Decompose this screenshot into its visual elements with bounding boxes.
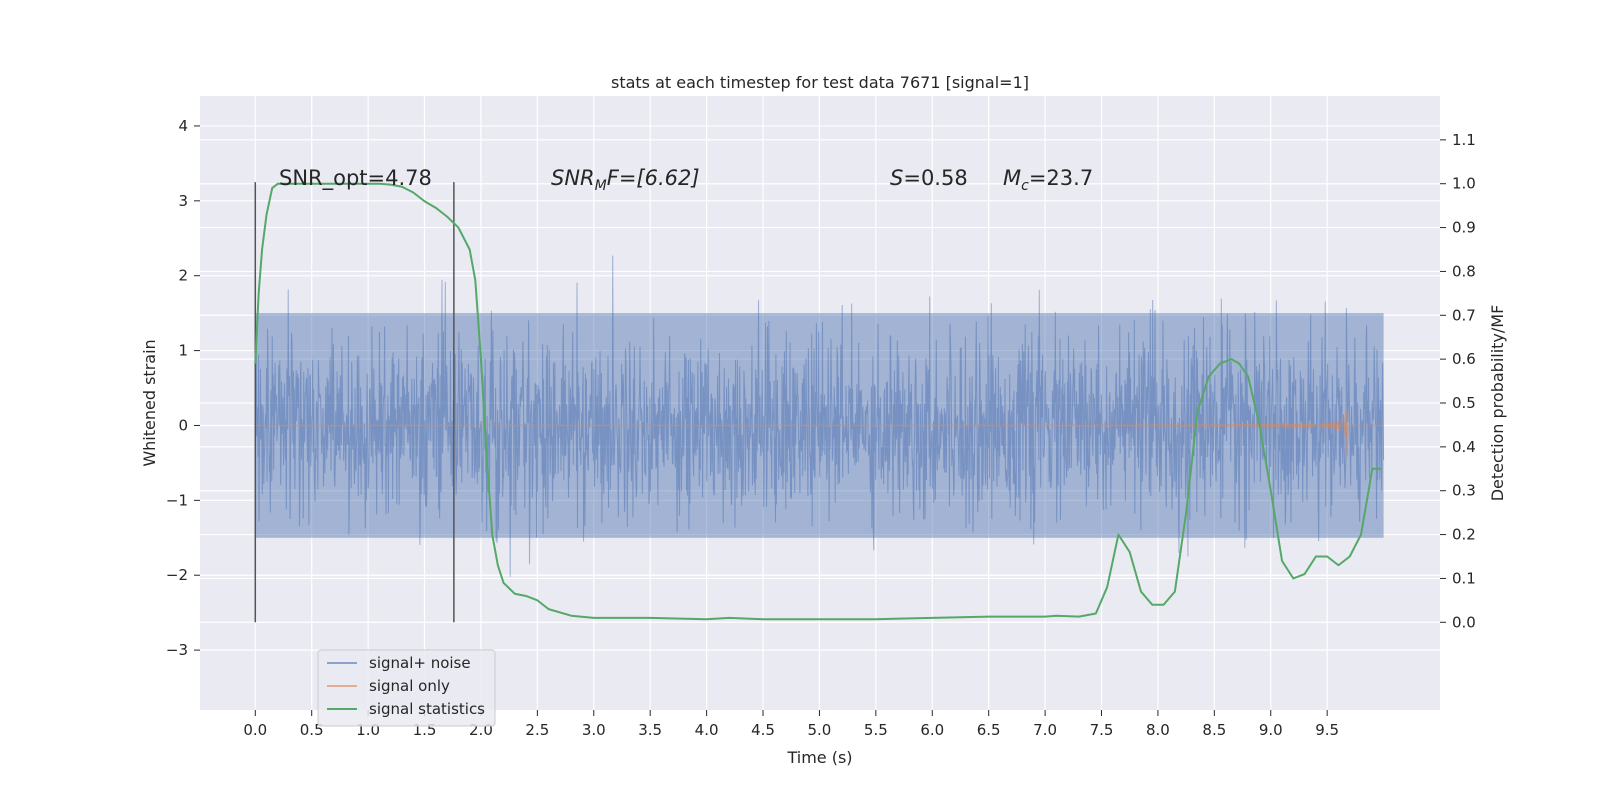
x-axis-label: Time (s) (786, 748, 852, 767)
y-right-tick-label: 0.2 (1452, 526, 1476, 544)
legend-label-signal-statistics: signal statistics (369, 700, 485, 718)
y-left-tick-label: −3 (166, 641, 188, 659)
annotation-s-rest: =0.58 (903, 166, 967, 190)
legend-box (317, 649, 496, 727)
legend-label-signal-noise: signal+ noise (369, 654, 471, 672)
y-right-tick-label: 0.6 (1452, 350, 1476, 368)
y-left-tick-label: 4 (178, 117, 188, 135)
x-tick-label: 7.0 (1033, 721, 1057, 739)
annotation-mc-rest: =23.7 (1029, 166, 1093, 190)
y-left-tick-label: 1 (178, 342, 188, 360)
y-right-tick-label: 1.1 (1452, 131, 1476, 149)
annotation-snr-opt: SNR_opt=4.78 (279, 166, 432, 191)
x-tick-label: 0.5 (300, 721, 324, 739)
legend: signal+ noise signal only signal statist… (317, 649, 496, 727)
annotation-snr-mf-sub: M (595, 178, 607, 194)
series-signal-statistics (254, 182, 1382, 621)
x-tick-label: 8.5 (1202, 721, 1226, 739)
x-tick-label: 6.0 (920, 721, 944, 739)
y-right-tick-label: 0.7 (1452, 306, 1476, 324)
y-left-tick-label: 3 (178, 192, 188, 210)
y-left-tick-label: 2 (178, 267, 188, 285)
x-tick-label: 3.0 (582, 721, 606, 739)
y-right-tick-label: 0.3 (1452, 482, 1476, 500)
y-left-tick-label: 0 (178, 416, 188, 434)
x-tick-label: 9.0 (1259, 721, 1283, 739)
x-tick-label: 0.0 (243, 721, 267, 739)
annotation-mc-sub: c (1021, 178, 1029, 194)
x-tick-label: 9.5 (1315, 721, 1339, 739)
annotation-mc-name: M (1003, 166, 1021, 190)
x-tick-label: 4.0 (695, 721, 719, 739)
annotation-snr-mf-name: SNR (551, 166, 595, 190)
x-tick-label: 2.5 (525, 721, 549, 739)
annotation-s-name: S (890, 166, 903, 190)
y-left-tick-labels: 4 3 2 1 0 −1 −2 −3 (166, 117, 200, 659)
x-tick-label: 3.5 (638, 721, 662, 739)
x-tick-label: 5.5 (864, 721, 888, 739)
x-tick-label: 8.0 (1146, 721, 1170, 739)
y-left-tick-label: −2 (166, 566, 188, 584)
y-right-axis-label: Detection probability/MF (1488, 305, 1507, 502)
y-right-tick-labels: 1.1 1.0 0.9 0.8 0.7 0.6 0.5 0.4 0.3 0.2 0.1 0.0 (1440, 131, 1476, 631)
y-left-tick-label: −1 (166, 491, 188, 509)
x-tick-label: 4.5 (751, 721, 775, 739)
x-tick-label: 5.0 (808, 721, 832, 739)
annotation-snr-mf-rest: F=[6.62] (607, 166, 700, 190)
y-right-tick-label: 0.4 (1452, 438, 1476, 456)
y-right-tick-label: 0.5 (1452, 394, 1476, 412)
y-right-tick-label: 0.9 (1452, 219, 1476, 237)
x-tick-label: 7.5 (1090, 721, 1114, 739)
x-tick-labels: 0.0 0.5 1.0 1.5 2.0 2.5 3.0 3.5 4.0 4.5 5.0 5.5 6.0 6… (243, 710, 1339, 739)
y-left-axis-label: Whitened strain (140, 339, 159, 466)
vertical-markers (254, 182, 455, 623)
x-tick-label: 6.5 (977, 721, 1001, 739)
y-right-tick-label: 0.1 (1452, 569, 1476, 587)
legend-label-signal-only: signal only (369, 677, 450, 695)
annotation-mc: Mc=23.7 (1003, 166, 1093, 194)
signal-statistics-line (254, 182, 1382, 621)
y-right-tick-label: 0.0 (1452, 613, 1476, 631)
annotation-snr-mf: SNRMF=[6.62] (551, 166, 700, 194)
y-right-tick-label: 0.8 (1452, 262, 1476, 280)
chart-title: stats at each timestep for test data 767… (611, 73, 1029, 92)
annotation-s: S=0.58 (890, 166, 968, 190)
y-right-tick-label: 1.0 (1452, 175, 1476, 193)
